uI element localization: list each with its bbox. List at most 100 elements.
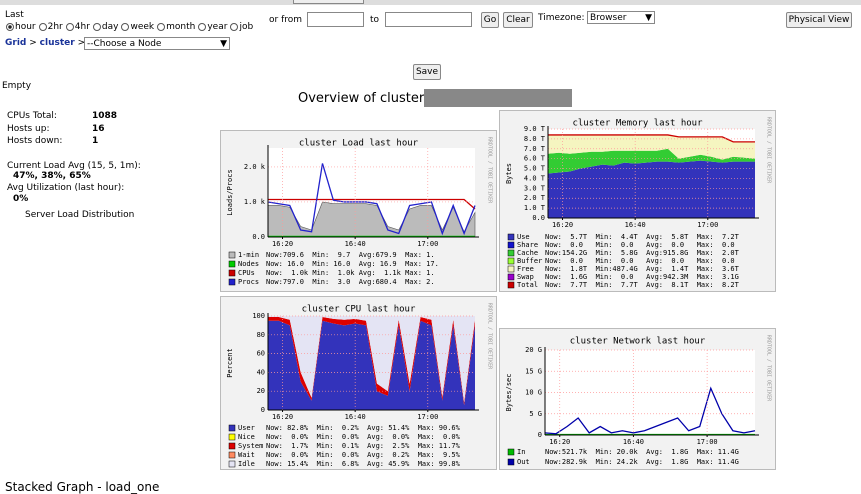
top-button[interactable] bbox=[293, 0, 364, 4]
separator: > bbox=[77, 38, 86, 48]
dropdown-arrow: ▼ bbox=[220, 39, 227, 49]
y-tick-label: 100 bbox=[252, 312, 265, 320]
range-option[interactable]: 2hr bbox=[38, 22, 63, 32]
radio[interactable] bbox=[6, 23, 14, 31]
series-area bbox=[548, 148, 755, 174]
range-option[interactable]: hour bbox=[6, 22, 36, 32]
go-button[interactable]: Go bbox=[481, 12, 499, 28]
range-option[interactable]: week bbox=[121, 22, 154, 32]
watermark: RRDTOOL / TOBI OETIKER bbox=[766, 117, 772, 184]
grid-link[interactable]: Grid bbox=[5, 38, 27, 48]
graph: cluster CPU last hour Percent RRDTOOL / TO… bbox=[220, 296, 497, 470]
legend-stats: Now: 0.0% Min: 0.0% Avg: 0.0% Max: 0.0% bbox=[266, 433, 461, 441]
legend-swatch bbox=[507, 281, 515, 289]
legend-swatch bbox=[507, 233, 515, 241]
legend-swatch bbox=[228, 424, 236, 432]
radio[interactable] bbox=[65, 23, 74, 31]
y-axis-label: Bytes/sec bbox=[505, 374, 513, 412]
timezone-select[interactable]: Browser ▼ bbox=[587, 11, 655, 24]
legend-stats: Now: 1.0k Min: 1.0k Avg: 1.1k Max: 1. bbox=[266, 269, 435, 277]
legend-stats: Now: 1.6G Min: 0.0 Avg:942.3M Max: 3.1G bbox=[545, 273, 739, 281]
legend-name: Share bbox=[517, 241, 538, 249]
series-area bbox=[548, 134, 755, 160]
y-tick-label: 80 bbox=[257, 331, 265, 339]
legend-swatch bbox=[228, 451, 236, 459]
legend-swatch bbox=[507, 448, 515, 456]
radio[interactable] bbox=[230, 23, 239, 31]
watermark: RRDTOOL / TOBI OETIKER bbox=[487, 303, 493, 370]
legend-swatch bbox=[507, 458, 515, 466]
node-select-value: --Choose a Node bbox=[87, 39, 162, 49]
or-from-label: or from bbox=[269, 15, 303, 25]
legend-name: In bbox=[517, 448, 525, 456]
y-tick-label: 5.0 T bbox=[524, 165, 546, 173]
radio[interactable] bbox=[121, 23, 130, 31]
legend-name: Nodes bbox=[238, 260, 259, 268]
y-tick-label: 0.0 bbox=[252, 233, 265, 241]
legend-swatch bbox=[228, 278, 236, 286]
range-option[interactable]: year bbox=[198, 22, 227, 32]
range-label: hour bbox=[15, 22, 36, 32]
radio[interactable] bbox=[38, 23, 47, 31]
node-select[interactable]: --Choose a Node ▼ bbox=[84, 37, 230, 50]
range-option[interactable]: 4hr bbox=[65, 22, 90, 32]
x-tick-label: 16:20 bbox=[552, 221, 573, 229]
range-option[interactable]: day bbox=[92, 22, 118, 32]
legend-stats: Now: 0.0 Min: 0.0 Avg: 0.0 Max: 0.0 bbox=[545, 257, 735, 265]
to-input[interactable] bbox=[385, 12, 472, 27]
legend-stats: Now: 1.8T Min:487.4G Avg: 1.4T Max: 3.6T bbox=[545, 265, 740, 273]
radio[interactable] bbox=[157, 23, 166, 31]
y-axis-label: Percent bbox=[226, 348, 234, 378]
legend-stats: Now: 82.8% Min: 0.2% Avg: 51.4% Max: 90.… bbox=[266, 424, 461, 432]
y-tick-label: 7.0 T bbox=[524, 145, 546, 153]
y-axis-label: Loads/Procs bbox=[226, 169, 234, 215]
stat-value: 1 bbox=[92, 136, 99, 146]
legend-swatch bbox=[507, 265, 515, 273]
legend-name: Out bbox=[517, 458, 530, 466]
series-line bbox=[267, 163, 476, 236]
watermark: RRDTOOL / TOBI OETIKER bbox=[766, 335, 772, 402]
timezone-label: Timezone: bbox=[538, 13, 585, 23]
x-tick-label: 16:20 bbox=[272, 240, 293, 248]
last-label: Last bbox=[5, 10, 24, 20]
graph-title: cluster Network last hour bbox=[570, 337, 706, 347]
legend-stats: Now: 16.0 Min: 16.0 Avg: 16.9 Max: 17. bbox=[266, 260, 439, 268]
y-tick-label: 60 bbox=[257, 350, 265, 358]
y-tick-label: 0.0 bbox=[532, 214, 545, 222]
from-input[interactable] bbox=[307, 12, 364, 27]
server-load-label: Server Load Distribution bbox=[25, 210, 135, 220]
graph: cluster Load last hour Loads/Procs RRDTOOL… bbox=[220, 130, 497, 292]
load-avg: 47%, 38%, 65% bbox=[13, 171, 91, 181]
legend-swatch bbox=[228, 460, 236, 468]
legend-stats: Now: 0.0% Min: 0.0% Avg: 0.2% Max: 9.5% bbox=[266, 451, 461, 459]
y-tick-label: 40 bbox=[257, 368, 265, 376]
physical-view-button[interactable]: Physical View bbox=[786, 12, 852, 28]
stat-value: 1088 bbox=[92, 111, 118, 121]
legend-swatch bbox=[507, 257, 515, 265]
stat-label: CPUs Total: bbox=[7, 111, 57, 121]
y-tick-label: 20 bbox=[257, 387, 265, 395]
series-line bbox=[268, 198, 476, 210]
legend-name: Use bbox=[517, 233, 530, 241]
legend-name: 1-min bbox=[238, 251, 259, 259]
x-tick-label: 16:40 bbox=[345, 413, 366, 421]
dropdown-arrow: ▼ bbox=[645, 13, 652, 23]
stat-label: Hosts up: bbox=[7, 123, 50, 134]
stat-value: 16 bbox=[92, 123, 105, 134]
range-option[interactable]: job bbox=[230, 22, 253, 32]
range-option[interactable]: month bbox=[157, 22, 195, 32]
save-button[interactable]: Save bbox=[413, 64, 441, 80]
clear-button[interactable]: Clear bbox=[503, 12, 533, 28]
y-tick-label: 6.0 T bbox=[524, 155, 546, 163]
y-tick-label: 20 G bbox=[525, 346, 542, 354]
legend-swatch bbox=[228, 251, 236, 259]
graph: cluster Memory last hour Bytes RRDTOOL / T… bbox=[499, 110, 776, 292]
y-tick-label: 1.0 k bbox=[244, 198, 266, 206]
cluster-link[interactable]: cluster bbox=[39, 38, 75, 48]
radio[interactable] bbox=[198, 23, 207, 31]
breadcrumb: Grid > cluster > bbox=[5, 38, 85, 48]
series-area bbox=[268, 316, 475, 406]
graph-title: cluster CPU last hour bbox=[302, 305, 416, 315]
legend-name: Cache bbox=[517, 249, 538, 257]
radio[interactable] bbox=[92, 23, 101, 31]
